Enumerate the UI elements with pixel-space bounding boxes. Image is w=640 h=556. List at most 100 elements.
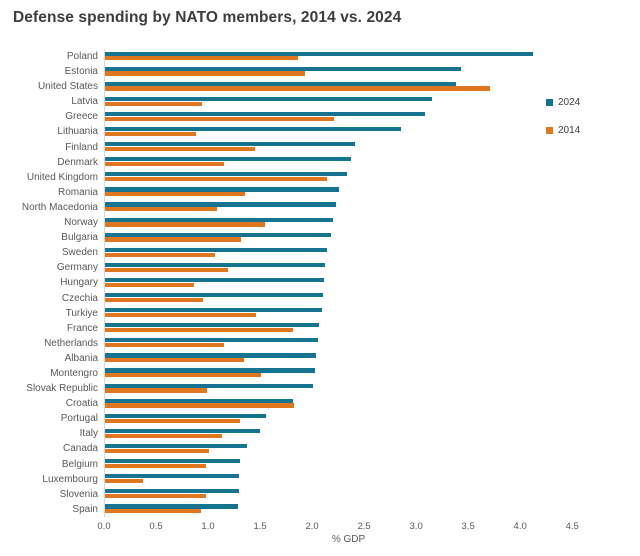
bar-2014 bbox=[105, 358, 245, 363]
bar-2024 bbox=[105, 443, 248, 449]
country-label: Denmark bbox=[57, 156, 98, 168]
country-label: Italy bbox=[79, 428, 98, 440]
bar-group bbox=[104, 486, 593, 502]
chart-row: Poland bbox=[0, 49, 593, 65]
bar-group bbox=[104, 335, 593, 351]
bar-2024 bbox=[105, 383, 313, 388]
bar-2014 bbox=[105, 388, 207, 393]
country-label: Greece bbox=[65, 111, 98, 123]
legend-item-2014: 2014 bbox=[546, 124, 580, 136]
country-label: Canada bbox=[62, 443, 98, 455]
chart-row: Montengro bbox=[0, 365, 593, 382]
bar-2014 bbox=[105, 192, 246, 197]
x-tick-label: 0.5 bbox=[149, 521, 163, 532]
chart-row: Czechia bbox=[0, 290, 593, 306]
bar-group bbox=[104, 79, 593, 95]
bar-2024 bbox=[105, 142, 356, 147]
country-label: Estonia bbox=[64, 66, 98, 78]
bar-2024 bbox=[105, 81, 456, 86]
country-label: Lithuania bbox=[57, 126, 98, 138]
bar-2024 bbox=[105, 353, 316, 358]
bar-2024 bbox=[105, 66, 462, 71]
bar-2024 bbox=[105, 489, 239, 494]
bar-2024 bbox=[105, 262, 326, 267]
bar-group bbox=[104, 260, 593, 276]
country-label: Belgium bbox=[61, 458, 98, 470]
bar-2014 bbox=[105, 494, 206, 499]
bar-2024 bbox=[105, 232, 332, 237]
bar-2024 bbox=[105, 293, 324, 298]
bar-group bbox=[104, 199, 593, 216]
bar-group bbox=[104, 109, 593, 125]
chart-row: United States bbox=[0, 79, 593, 95]
legend-label-2014: 2014 bbox=[558, 124, 581, 136]
country-label: Turkiye bbox=[65, 307, 98, 319]
chart-row: Luxembourg bbox=[0, 471, 593, 487]
bar-2014 bbox=[105, 116, 335, 121]
country-label: Spain bbox=[72, 503, 98, 515]
bar-group bbox=[104, 441, 593, 457]
bar-2024 bbox=[105, 428, 260, 434]
x-tick-label: 0.0 bbox=[97, 521, 111, 532]
bar-2014 bbox=[105, 101, 202, 106]
chart-row: Belgium bbox=[0, 456, 593, 472]
chart-row: Sweden bbox=[0, 245, 593, 261]
bar-2024 bbox=[105, 157, 352, 162]
bar-2014 bbox=[105, 373, 261, 378]
bar-2024 bbox=[105, 51, 533, 56]
bar-2014 bbox=[105, 71, 306, 76]
bar-2024 bbox=[105, 126, 401, 132]
country-label: Slovenia bbox=[59, 488, 98, 500]
x-tick-label: 4.5 bbox=[565, 521, 579, 532]
bar-2024 bbox=[105, 96, 433, 101]
country-label: Norway bbox=[64, 217, 98, 229]
bar-group bbox=[104, 305, 593, 321]
chart-row: Italy bbox=[0, 426, 593, 442]
chart-row: United Kingdom bbox=[0, 169, 593, 185]
country-label: Slovak Republic bbox=[26, 383, 98, 395]
chart-row: France bbox=[0, 320, 593, 336]
bar-2014 bbox=[105, 86, 491, 91]
country-label: Montengro bbox=[50, 367, 98, 379]
bar-2024 bbox=[105, 504, 238, 509]
bar-2014 bbox=[105, 161, 225, 167]
bar-2024 bbox=[105, 413, 266, 418]
bar-group bbox=[104, 64, 593, 80]
x-tick-label: 2.5 bbox=[357, 521, 371, 532]
bar-group bbox=[104, 396, 593, 412]
bar-2014 bbox=[105, 252, 216, 257]
country-label: Sweden bbox=[61, 247, 98, 259]
bar-2024 bbox=[105, 398, 293, 403]
x-tick-label: 4.0 bbox=[513, 521, 527, 532]
bar-2014 bbox=[105, 131, 197, 136]
bar-2024 bbox=[105, 323, 319, 328]
bar-2024 bbox=[105, 277, 325, 283]
bar-group bbox=[104, 215, 593, 231]
country-label: France bbox=[66, 322, 98, 334]
country-label: Czechia bbox=[61, 292, 98, 304]
bar-2024 bbox=[105, 217, 334, 222]
bar-rows: Poland Estonia United States Latvia Gree… bbox=[0, 49, 593, 517]
x-tick-label: 1.5 bbox=[253, 521, 267, 532]
bar-group bbox=[104, 124, 593, 140]
bar-group bbox=[104, 365, 593, 382]
legend-item-2024: 2024 bbox=[546, 96, 580, 108]
bar-2014 bbox=[105, 207, 218, 212]
bar-2014 bbox=[105, 177, 328, 182]
bar-group bbox=[104, 290, 593, 306]
chart-row: Turkiye bbox=[0, 305, 593, 321]
bar-group bbox=[104, 411, 593, 427]
chart-row: Slovak Republic bbox=[0, 381, 593, 397]
chart-title: Defense spending by NATO members, 2014 v… bbox=[13, 9, 402, 26]
chart-row: Spain bbox=[0, 501, 593, 517]
country-label: Netherlands bbox=[44, 337, 98, 349]
chart-row: Netherlands bbox=[0, 335, 593, 351]
bar-group bbox=[104, 169, 593, 185]
bar-2024 bbox=[105, 474, 239, 479]
country-label: United States bbox=[37, 81, 98, 93]
country-label: Latvia bbox=[71, 96, 98, 108]
bar-2024 bbox=[105, 368, 315, 373]
bar-group bbox=[104, 426, 593, 442]
country-label: United Kingdom bbox=[26, 171, 98, 183]
